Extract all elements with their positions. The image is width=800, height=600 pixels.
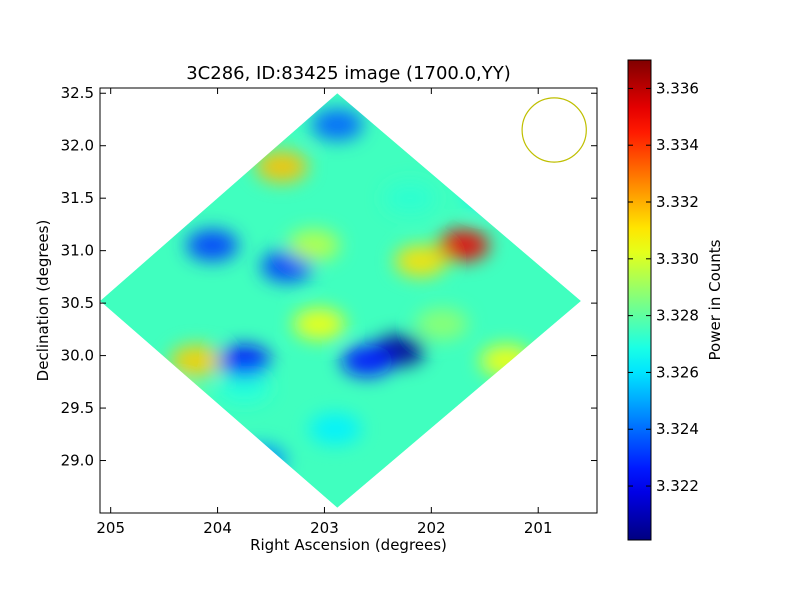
colorbar-tick-label: 3.326 [656, 363, 699, 381]
chart-title: 3C286, ID:83425 image (1700.0,YY) [186, 63, 511, 84]
y-tick-label: 32.0 [61, 137, 94, 155]
y-axis-label: Declination (degrees) [34, 220, 52, 382]
plot-frame [99, 87, 598, 514]
y-tick-label: 29.5 [61, 399, 94, 417]
heatmap-background [100, 93, 581, 508]
x-tick-label: 201 [524, 519, 553, 537]
y-tick-label: 30.0 [61, 347, 94, 365]
colorbar-tick-label: 3.330 [656, 250, 699, 268]
x-tick-label: 205 [96, 519, 125, 537]
heatmap-feature [293, 308, 346, 341]
colorbar [627, 59, 652, 541]
colorbar-tick-label: 3.322 [656, 477, 699, 495]
x-axis-label: Right Ascension (degrees) [250, 536, 447, 554]
colorbar-tick-label: 3.334 [656, 136, 699, 154]
heatmap-feature [218, 344, 271, 377]
heatmap-image [100, 93, 581, 508]
heatmap-feature [311, 108, 364, 141]
heatmap-feature [416, 308, 468, 341]
y-tick-label: 31.5 [61, 189, 94, 207]
heatmap-feature [480, 344, 533, 377]
colorbar-tick-label: 3.328 [656, 307, 699, 325]
colorbar-tick-label: 3.332 [656, 193, 699, 211]
heatmap-feature [234, 444, 287, 477]
beam-marker [521, 97, 587, 163]
colorbar-tick-label: 3.324 [656, 420, 699, 438]
colorbar-axis: 3.322 3.324 3.326 3.328 3.330 3.332 3.334 3.336 [628, 79, 699, 495]
heatmap-feature [148, 381, 201, 414]
colorbar-tick-label: 3.336 [656, 79, 699, 97]
x-tick-label: 203 [310, 519, 339, 537]
heatmap-feature [255, 150, 308, 183]
y-tick-label: 32.5 [61, 84, 94, 102]
x-tick-label: 204 [203, 519, 232, 537]
x-tick-label: 202 [417, 519, 446, 537]
heatmap-feature [218, 371, 271, 404]
heatmap-feature [384, 182, 436, 215]
heatmap-feature [287, 229, 340, 262]
heatmap-feature [186, 229, 239, 262]
y-axis: 29.0 29.5 30.0 30.5 31.0 31.5 32.0 32.5 [61, 84, 597, 470]
heatmap-feature [170, 344, 223, 377]
colorbar-label: Power in Counts [706, 239, 724, 360]
y-tick-label: 30.5 [61, 294, 94, 312]
heatmap-feature [437, 229, 490, 262]
y-tick-label: 29.0 [61, 452, 94, 470]
heatmap-feature [309, 413, 362, 445]
heatmap-feature [341, 344, 394, 377]
x-axis: 205 204 203 202 201 [96, 88, 553, 537]
beam-circle [521, 97, 587, 163]
heatmap-feature [394, 245, 447, 278]
heatmap-feature [464, 176, 517, 209]
y-tick-label: 31.0 [61, 242, 94, 260]
